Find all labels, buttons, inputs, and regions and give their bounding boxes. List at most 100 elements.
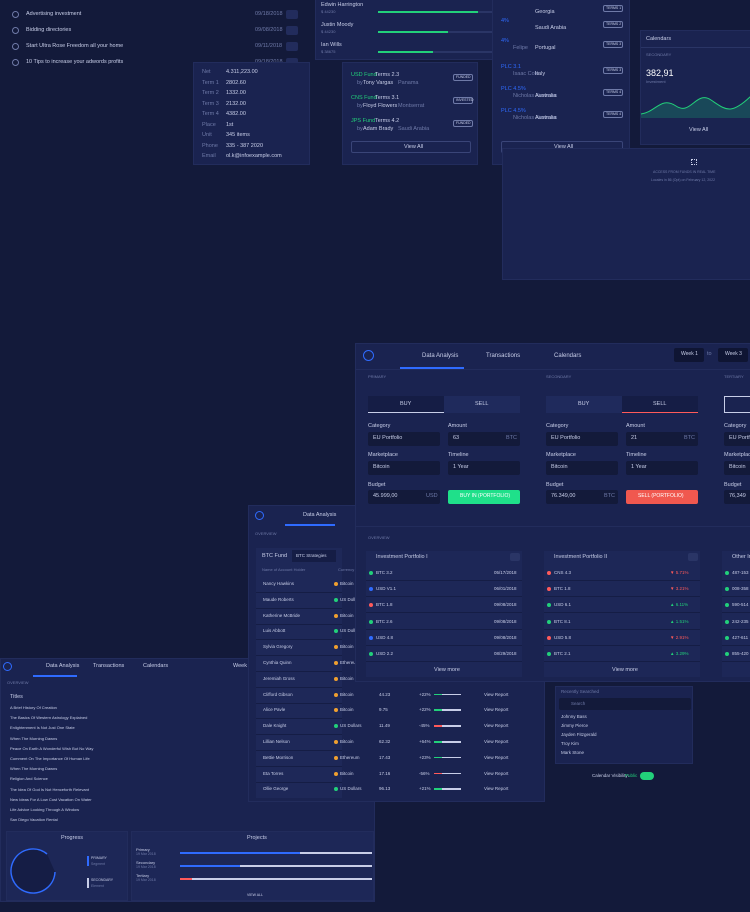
person-name: Edwin Harrington xyxy=(321,2,364,8)
more-button[interactable] xyxy=(286,42,298,51)
status-dot xyxy=(369,652,373,656)
timeline-select[interactable]: 1 Year xyxy=(448,461,520,475)
row-divider xyxy=(544,596,700,598)
label[interactable]: VIEW ALL xyxy=(247,893,263,897)
row-divider xyxy=(722,612,750,614)
buy-tab[interactable]: BUY xyxy=(546,396,622,413)
label[interactable]: View Report xyxy=(484,707,509,713)
calendar-icon xyxy=(691,159,697,165)
label: USD Fund xyxy=(351,72,377,78)
sell-tab[interactable]: SELL xyxy=(444,396,520,413)
more-button[interactable] xyxy=(286,26,298,35)
task-title: 10 Tips to increase your adwords profits xyxy=(26,59,124,65)
tertiary-tab xyxy=(724,396,750,413)
task-date: 09/18/2018 xyxy=(255,11,283,17)
label: Life Advice Looking Through A Window xyxy=(10,807,80,812)
row-divider xyxy=(366,628,522,630)
more-button[interactable] xyxy=(510,553,520,561)
tab[interactable]: Transactions xyxy=(93,663,125,669)
label: 9.75 xyxy=(379,707,388,713)
row-divider xyxy=(366,596,522,598)
label[interactable]: Week 1 xyxy=(233,663,252,669)
buy-tab[interactable]: BUY xyxy=(368,396,444,413)
label: USD 4.8 xyxy=(376,634,394,640)
label: 008-358 xyxy=(732,586,749,592)
toggle[interactable] xyxy=(640,772,654,780)
label: Johnny Bass xyxy=(561,714,587,719)
label[interactable]: View Report xyxy=(484,786,509,792)
label[interactable]: BTC Fund xyxy=(262,553,288,559)
label: Tertiary xyxy=(136,873,150,878)
tab[interactable]: Data Analysis xyxy=(46,663,80,669)
checkbox xyxy=(12,43,19,50)
label: Phone xyxy=(202,142,218,149)
category-select[interactable]: EU Portfolio xyxy=(546,432,618,446)
week-button[interactable]: Week 3 xyxy=(718,348,748,362)
label[interactable]: Data Analysis xyxy=(303,512,337,518)
status-dot xyxy=(725,619,729,624)
label: Bitcoin xyxy=(340,739,354,744)
label: Projects xyxy=(247,835,267,841)
tab[interactable]: Transactions xyxy=(486,353,521,359)
action-button[interactable]: BUY IN (PORTFOLIO) xyxy=(448,490,520,504)
label: 590-514 xyxy=(732,602,749,608)
timeline-select[interactable]: 1 Year xyxy=(626,461,698,475)
label: +22% xyxy=(419,691,431,697)
market-select[interactable]: Bitcoin xyxy=(546,461,618,475)
category-select[interactable]: EU Portfolio xyxy=(368,432,440,446)
row-divider xyxy=(256,639,342,641)
tab[interactable]: Calendars xyxy=(143,663,169,669)
status-dot xyxy=(547,603,551,608)
label[interactable]: View Report xyxy=(484,739,509,744)
label: Calendar Visibility: xyxy=(592,773,629,778)
label[interactable]: View Report xyxy=(484,691,509,697)
market-select[interactable]: Bitcoin xyxy=(368,461,440,475)
label: ▼ 3.21% xyxy=(670,586,689,592)
task-date: 09/11/2018 xyxy=(255,43,283,49)
label: Adam Brady xyxy=(363,126,394,132)
label[interactable]: View more xyxy=(612,667,638,673)
row-divider xyxy=(256,734,342,736)
label: 19 Mar 2018 xyxy=(136,852,156,856)
label: Peace On Earth A Wonderful Wish But No W… xyxy=(10,745,94,751)
label[interactable]: View All xyxy=(689,127,709,133)
label: Saudi Arabia xyxy=(398,126,430,132)
status-dot xyxy=(725,571,729,575)
tab[interactable]: Data Analysis xyxy=(422,353,459,359)
label: 1st xyxy=(226,121,234,128)
label[interactable]: View Report xyxy=(484,770,509,776)
label: 11.49 xyxy=(379,723,390,729)
label: Amount xyxy=(626,423,645,429)
row-divider xyxy=(544,661,700,662)
currency-dot xyxy=(334,597,338,602)
label[interactable]: View Report xyxy=(484,754,509,760)
label: Marketplace xyxy=(724,452,750,458)
tab[interactable]: Calendars xyxy=(554,353,582,359)
label: BTC 2.1 xyxy=(554,651,571,656)
label[interactable]: BTC Strategies xyxy=(296,553,327,558)
label: ▼ 2.91% xyxy=(670,634,689,640)
trend-fill xyxy=(434,725,442,727)
label: USD xyxy=(426,493,438,499)
label[interactable]: View Report xyxy=(484,723,509,729)
label[interactable]: View more xyxy=(434,667,460,673)
action-button[interactable]: SELL (PORTFOLIO) xyxy=(626,490,698,504)
label: Felipe xyxy=(513,45,528,51)
more-button[interactable] xyxy=(688,553,698,561)
label: US Dollars xyxy=(340,786,362,792)
label: Sylvia Gregory xyxy=(263,644,293,650)
view-all-button[interactable]: View All xyxy=(351,141,471,153)
sell-tab[interactable]: SELL xyxy=(622,396,698,413)
label: 2132.00 xyxy=(226,100,246,107)
project-track xyxy=(180,865,372,867)
row-divider xyxy=(256,686,342,688)
currency-dot xyxy=(334,613,338,618)
currency-dot xyxy=(334,708,338,713)
label: CNS 4.3 xyxy=(554,570,572,575)
label: TERMS 3 xyxy=(606,42,622,46)
more-button[interactable] xyxy=(286,10,298,19)
legend-bar xyxy=(87,878,89,888)
project-track xyxy=(180,878,372,880)
label: Jayden Fitzgerald xyxy=(561,732,597,737)
week-button[interactable]: Week 1 xyxy=(674,348,704,362)
